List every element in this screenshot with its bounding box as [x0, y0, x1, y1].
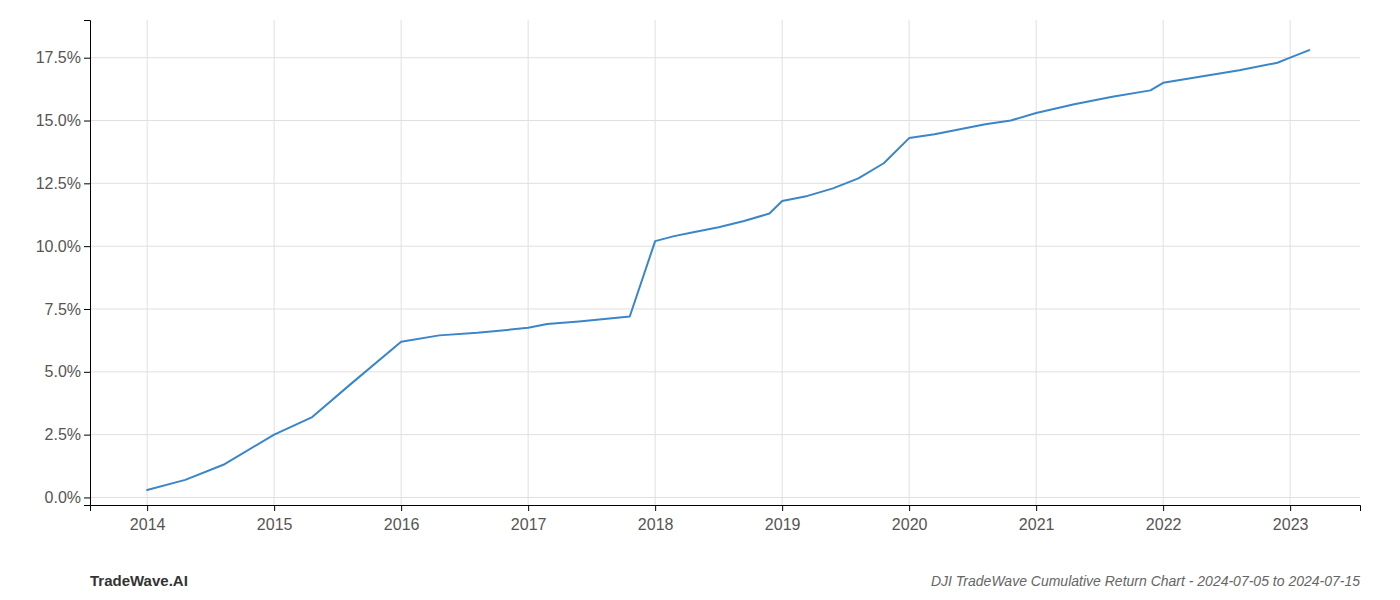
plot: 2014 2015 2016 2017 2018 2019 2020 2021 2022 2023… [36, 20, 1361, 533]
grid-line-y [90, 497, 1360, 498]
x-tick: 2018 [638, 505, 674, 533]
grid-line-y [90, 371, 1360, 372]
x-tick: 2015 [257, 505, 293, 533]
x-tick: 2017 [511, 505, 547, 533]
x-tick: 2023 [1273, 505, 1309, 533]
y-tick-mark [84, 121, 90, 122]
grid [90, 20, 1360, 505]
y-tick: 17.5% [36, 49, 90, 66]
y-tick-label: 0.0% [45, 489, 81, 506]
grid-line-x [1163, 20, 1164, 505]
x-tick-label: 2015 [257, 516, 293, 533]
grid-line-x [909, 20, 910, 505]
y-tick-label: 7.5% [45, 301, 81, 318]
y-tick: 7.5% [45, 301, 90, 318]
x-tick-label: 2019 [765, 516, 801, 533]
grid-line-x [1290, 20, 1291, 505]
x-tick-label: 2016 [384, 516, 420, 533]
y-tick: 5.0% [45, 363, 90, 380]
y-tick: 0.0% [45, 489, 90, 506]
x-tick: 2022 [1146, 505, 1182, 533]
y-tick-mark [84, 246, 90, 247]
y-tick-label: 12.5% [36, 175, 81, 192]
x-tick-label: 2018 [638, 516, 674, 533]
y-tick-label: 2.5% [45, 426, 81, 443]
x-tick-label: 2023 [1273, 516, 1309, 533]
x-axis: 2014 2015 2016 2017 2018 2019 2020 2021 2022 2023 [91, 505, 1361, 533]
x-tick-mark [274, 505, 275, 511]
y-tick-mark [84, 309, 90, 310]
grid-line-x [528, 20, 529, 505]
y-tick: 2.5% [45, 426, 90, 443]
x-tick-mark [528, 505, 529, 511]
grid-line-y [90, 183, 1360, 184]
x-tick-mark [1036, 505, 1037, 511]
grid-line-x [274, 20, 275, 505]
x-tick-label: 2017 [511, 516, 547, 533]
grid-line-y [90, 57, 1360, 58]
texts: TradeWave.AI DJI TradeWave Cumulative Ret… [90, 572, 1360, 589]
x-tick: 2014 [130, 505, 166, 533]
grid-line-x [1036, 20, 1037, 505]
y-tick-mark [84, 183, 90, 184]
grid-line-x [147, 20, 148, 505]
grid-line-x [401, 20, 402, 505]
x-tick-label: 2022 [1146, 516, 1182, 533]
y-tick-label: 5.0% [45, 363, 81, 380]
y-axis: 0.0% 2.5% 5.0% 7.5% 10.0% 12.5% 15.0% 17.5% [36, 21, 91, 507]
title: DJI TradeWave Cumulative Return Chart - … [931, 573, 1360, 589]
x-tick-mark [782, 505, 783, 511]
x-tick-mark [1163, 505, 1164, 511]
chart: 2014 2015 2016 2017 2018 2019 2020 2021 2022 2023… [0, 0, 1400, 600]
y-tick: 12.5% [36, 175, 90, 192]
grid-line-y [90, 120, 1360, 121]
x-tick-label: 2021 [1019, 516, 1055, 533]
grid-line-y [90, 434, 1360, 435]
y-tick-label: 10.0% [36, 238, 81, 255]
marks [147, 50, 1309, 490]
y-tick-label: 15.0% [36, 112, 81, 129]
x-tick-mark [1290, 505, 1291, 511]
x-tick-mark [909, 505, 910, 511]
grid-line-x [782, 20, 783, 505]
y-tick-mark [84, 497, 90, 498]
y-tick-mark [84, 372, 90, 373]
x-tick: 2019 [765, 505, 801, 533]
y-tick: 10.0% [36, 238, 90, 255]
y-tick: 15.0% [36, 112, 90, 129]
x-axis-line [91, 506, 1361, 512]
x-tick-label: 2014 [130, 516, 166, 533]
x-tick: 2021 [1019, 505, 1055, 533]
y-axis-line [84, 21, 91, 506]
y-tick-mark [84, 435, 90, 436]
x-tick: 2020 [892, 505, 928, 533]
x-tick: 2016 [384, 505, 420, 533]
grid-line-x [655, 20, 656, 505]
line [147, 50, 1309, 490]
x-tick-label: 2020 [892, 516, 928, 533]
y-tick-label: 17.5% [36, 49, 81, 66]
grid-line-y [90, 246, 1360, 247]
x-tick-mark [147, 505, 148, 511]
x-tick-mark [655, 505, 656, 511]
watermark: TradeWave.AI [90, 572, 188, 589]
y-tick-mark [84, 58, 90, 59]
grid-line-y [90, 308, 1360, 309]
x-tick-mark [401, 505, 402, 511]
